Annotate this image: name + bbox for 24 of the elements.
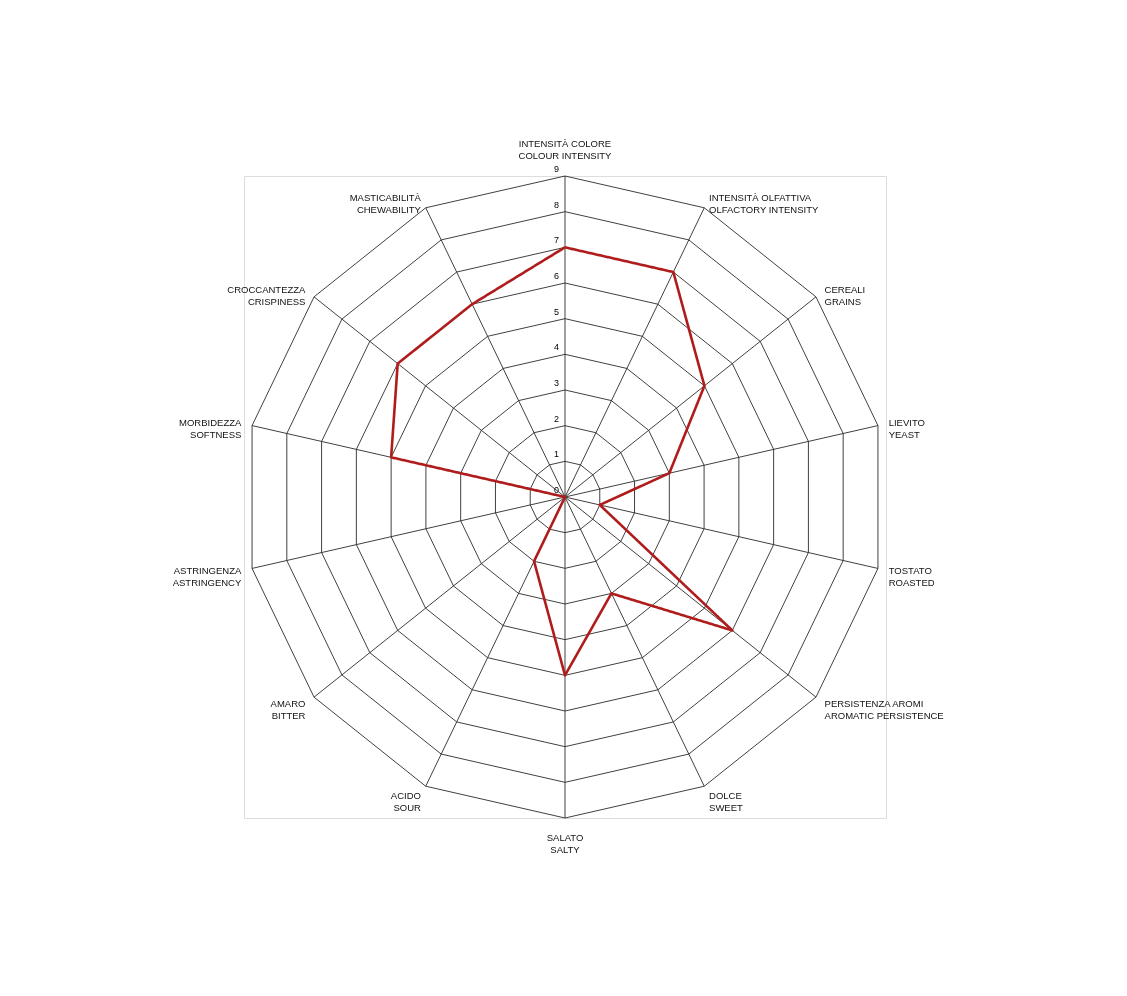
spoke-label: DOLCE SWEET <box>709 790 744 814</box>
spoke-label: MORBIDEZZA SOFTNESS <box>179 417 242 441</box>
spoke-label: ACIDO SOUR <box>390 790 422 814</box>
spoke-label: CROCCANTEZZA CRISPINESS <box>227 284 307 307</box>
spoke-label: PERSISTENZA AROMI AROMATIC PERSISTENCE <box>824 698 944 721</box>
y-tick-label: 7 <box>553 235 559 246</box>
y-tick-label: 3 <box>553 378 559 388</box>
spoke-label: TOSTATO ROASTED <box>888 564 935 588</box>
y-tick-label: 5 <box>553 306 559 317</box>
spoke-label: CEREALI GRAINS <box>824 284 866 307</box>
spoke-label: AMARO BITTER <box>270 698 306 721</box>
y-tick-label: 9 <box>553 164 559 174</box>
spoke-label: INTENSITÀ OLFATTIVA OLFACTORY INTENSITY <box>709 191 819 215</box>
y-tick-label: 2 <box>553 413 559 424</box>
y-tick-label: 8 <box>553 199 559 210</box>
y-tick-label: 0 <box>553 485 559 495</box>
spoke-label: ASTRINGENZA ASTRINGENCY <box>172 564 242 588</box>
y-tick-label: 1 <box>553 449 559 460</box>
spoke-label: MASTICABILITÀ CHEWABILITY <box>349 191 422 215</box>
spoke-label: LIEVITO YEAST <box>888 417 925 441</box>
spoke-label: SALATO SALTY <box>546 832 584 855</box>
spoke-label: INTENSITÀ COLORE COLOUR INTENSITY <box>518 138 613 161</box>
y-tick-label: 6 <box>553 271 559 281</box>
y-tick-label: 4 <box>553 342 559 353</box>
